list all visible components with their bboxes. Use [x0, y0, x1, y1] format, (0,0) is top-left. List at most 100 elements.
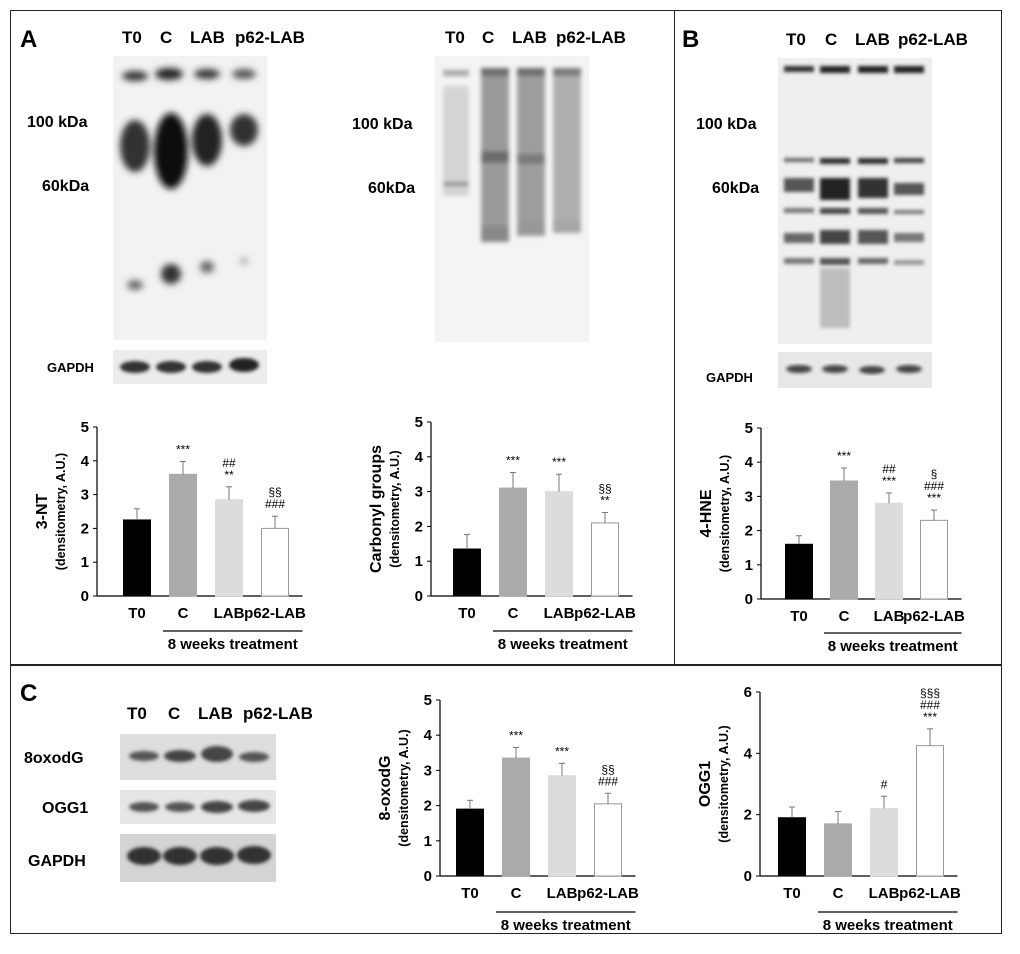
marker-100kda-3: 100 kDa [696, 116, 757, 133]
annotation-0-2-0: ## [222, 456, 236, 470]
y-tick-label-1-4: 4 [415, 449, 424, 466]
annotation-3-3-1: ### [598, 774, 618, 788]
western-blot-4hne [778, 58, 932, 344]
y-tick-label-1-3: 3 [415, 484, 423, 501]
y-axis-label-3: 8-oxodG [377, 756, 394, 821]
annotation-0-1-0: *** [176, 442, 190, 456]
y-axis-sublabel-4: (densitometry, A.U.) [717, 725, 731, 842]
lane-label-t0-2: T0 [445, 28, 465, 47]
lane-label-t0: T0 [122, 28, 142, 47]
lane-label-lab: LAB [190, 28, 225, 47]
y-tick-label-0-1: 1 [81, 554, 89, 571]
y-tick-label-2-2: 2 [745, 523, 753, 540]
category-label-0-2: LAB [214, 605, 245, 622]
bar-1-0 [453, 548, 481, 597]
bar-2-2 [875, 502, 903, 600]
category-label-3-2: LAB [547, 885, 578, 902]
bar-2-3 [920, 519, 948, 600]
group-label-0: 8 weeks treatment [168, 636, 298, 653]
marker-100kda-2: 100 kDa [352, 116, 413, 133]
bar-0-3 [261, 527, 289, 597]
category-label-0-0: T0 [128, 605, 146, 622]
blot-ogg1 [120, 790, 276, 824]
annotation-4-2-0: # [881, 777, 888, 791]
annotation-2-3-1: ### [924, 479, 944, 493]
y-tick-label-4-1: 2 [744, 807, 752, 824]
category-label-0-3: p62-LAB [244, 605, 306, 622]
annotation-0-3-1: ### [265, 497, 285, 511]
lane-label-p62-lab: p62-LAB [235, 28, 305, 47]
y-tick-label-2-3: 3 [745, 488, 753, 505]
annotation-3-2-0: *** [555, 744, 569, 758]
annotation-1-3-1: ** [600, 493, 610, 507]
marker-60kda-2: 60kDa [368, 180, 416, 197]
y-tick-label-3-3: 3 [424, 762, 432, 779]
category-label-4-2: LAB [869, 885, 900, 902]
lane-label-t0-3: T0 [786, 30, 806, 49]
y-tick-label-4-0: 0 [744, 868, 752, 885]
y-axis-label-4: OGG1 [697, 761, 714, 807]
bar-4-2 [870, 808, 898, 877]
y-tick-label-0-2: 2 [81, 520, 89, 537]
category-label-3-3: p62-LAB [577, 885, 639, 902]
annotation-1-3-0: §§ [598, 481, 611, 495]
bar-1-1 [499, 487, 527, 597]
annotation-2-2-0: ## [882, 462, 896, 476]
y-tick-label-1-2: 2 [415, 518, 423, 535]
category-label-4-3: p62-LAB [899, 885, 961, 902]
lane-label-t0-4: T0 [127, 704, 147, 723]
marker-60kda: 60kDa [42, 178, 90, 195]
gapdh-label-a: GAPDH [47, 360, 94, 375]
y-tick-label-2-0: 0 [745, 591, 753, 608]
bar-4-1 [824, 823, 852, 877]
y-tick-label-1-0: 0 [415, 588, 423, 605]
annotation-2-1-0: *** [837, 449, 851, 463]
y-tick-label-2-4: 4 [745, 454, 754, 471]
annotation-2-3-0: § [931, 467, 938, 481]
category-label-1-2: LAB [544, 605, 575, 622]
lane-label-lab-2: LAB [512, 28, 547, 47]
category-label-4-1: C [833, 885, 844, 902]
western-blot-3nt [113, 56, 267, 340]
y-axis-sublabel-0: (densitometry, A.U.) [54, 453, 68, 570]
lane-label-lab-4: LAB [198, 704, 233, 723]
blot-label-gapdh-c: GAPDH [28, 853, 86, 870]
marker-100kda: 100 kDa [27, 114, 88, 131]
annotation-1-2-0: *** [552, 455, 566, 469]
annotation-3-1-0: *** [509, 729, 523, 743]
annotation-2-2-1: *** [882, 474, 896, 488]
panel-letter-a: A [20, 26, 38, 53]
lane-label-p62-lab-2: p62-LAB [556, 28, 626, 47]
group-label-3: 8 weeks treatment [501, 917, 631, 934]
y-tick-label-0-3: 3 [81, 487, 89, 504]
gapdh-label-b: GAPDH [706, 370, 753, 385]
y-tick-label-0-5: 5 [81, 419, 89, 436]
bar-1-3 [591, 522, 619, 597]
blot-8oxodg [120, 734, 276, 780]
y-tick-label-1-5: 5 [415, 414, 423, 431]
bar-1-2 [545, 491, 573, 597]
panel-c-frame [10, 664, 1002, 934]
group-label-4: 8 weeks treatment [823, 917, 953, 934]
y-tick-label-4-2: 4 [744, 745, 753, 762]
y-tick-label-2-5: 5 [745, 420, 753, 437]
bar-4-3 [916, 745, 944, 877]
category-label-2-2: LAB [874, 608, 905, 625]
blot-gapdh-c [120, 834, 276, 882]
lane-label-lab-3: LAB [855, 30, 890, 49]
y-tick-label-1-1: 1 [415, 553, 423, 570]
bar-3-1 [502, 757, 530, 877]
lane-label-p62-lab-3: p62-LAB [898, 30, 968, 49]
panel-letter-c: C [20, 680, 38, 707]
y-tick-label-3-0: 0 [424, 868, 432, 885]
y-tick-label-3-2: 2 [424, 798, 432, 815]
category-label-2-0: T0 [790, 608, 808, 625]
category-label-3-0: T0 [461, 885, 479, 902]
marker-60kda-3: 60kDa [712, 180, 760, 197]
lane-label-c-2: C [482, 28, 495, 47]
group-label-2: 8 weeks treatment [828, 638, 958, 655]
annotation-4-3-2: *** [923, 710, 937, 724]
category-label-2-3: p62-LAB [903, 608, 965, 625]
y-axis-sublabel-1: (densitometry, A.U.) [388, 450, 402, 567]
